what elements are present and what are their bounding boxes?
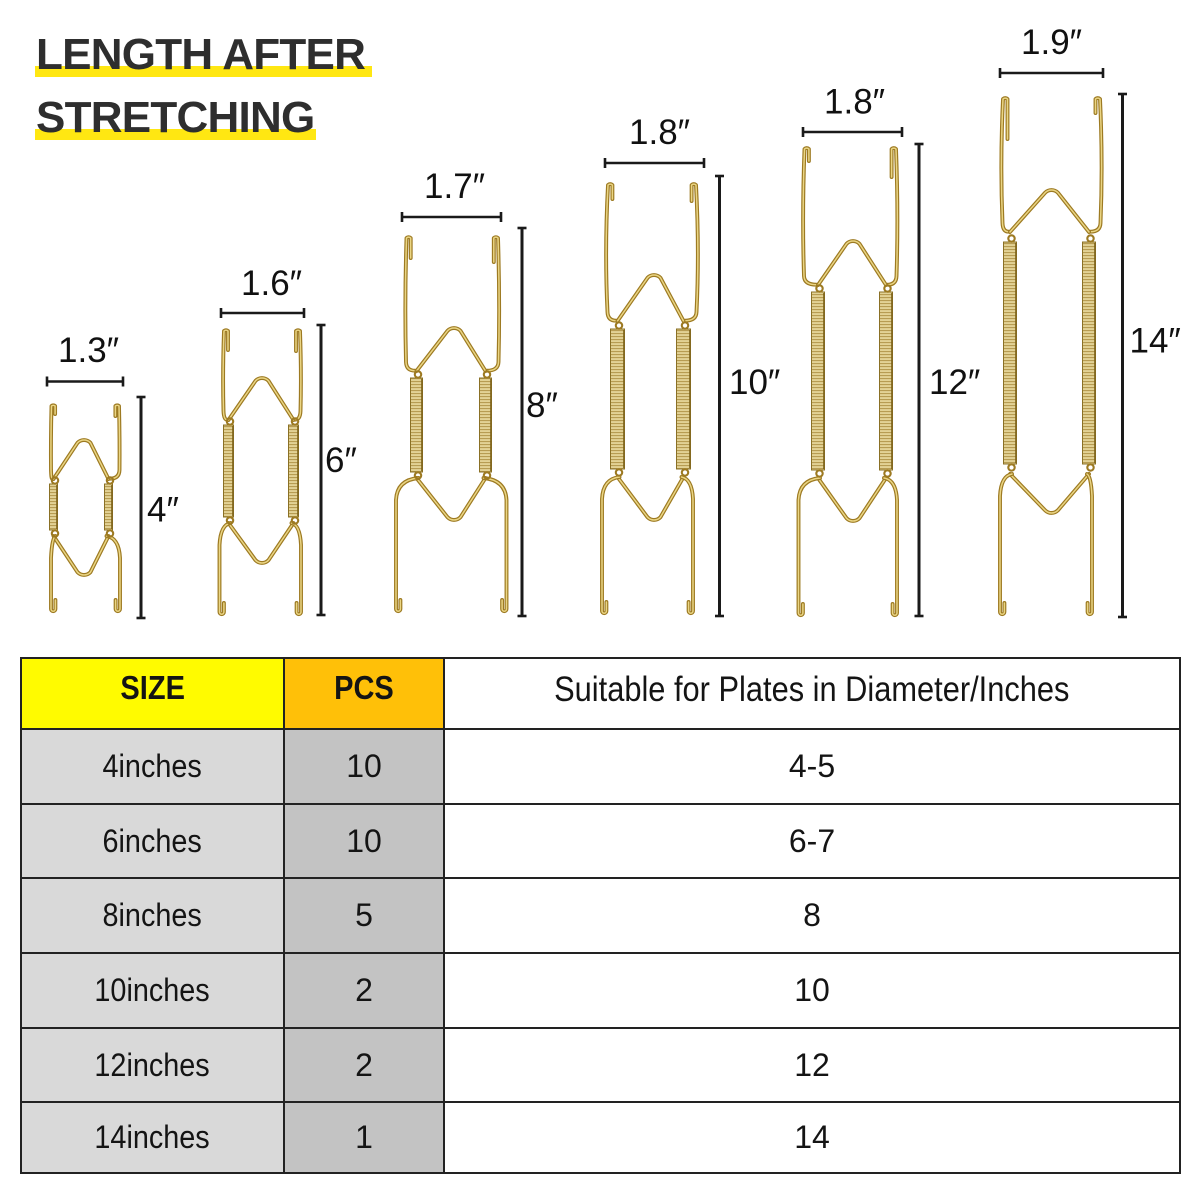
svg-text:10″: 10″ — [729, 363, 780, 402]
svg-text:1.9″: 1.9″ — [1021, 23, 1082, 62]
svg-text:1.6″: 1.6″ — [241, 264, 302, 303]
svg-text:4″: 4″ — [147, 491, 179, 530]
svg-text:14″: 14″ — [1130, 322, 1181, 361]
svg-text:1.8″: 1.8″ — [629, 113, 690, 152]
svg-text:1.7″: 1.7″ — [424, 167, 485, 206]
svg-text:6″: 6″ — [325, 441, 357, 480]
svg-text:8″: 8″ — [526, 386, 558, 425]
svg-text:12″: 12″ — [929, 363, 980, 402]
svg-text:1.3″: 1.3″ — [58, 331, 119, 370]
svg-text:1.8″: 1.8″ — [824, 83, 885, 122]
